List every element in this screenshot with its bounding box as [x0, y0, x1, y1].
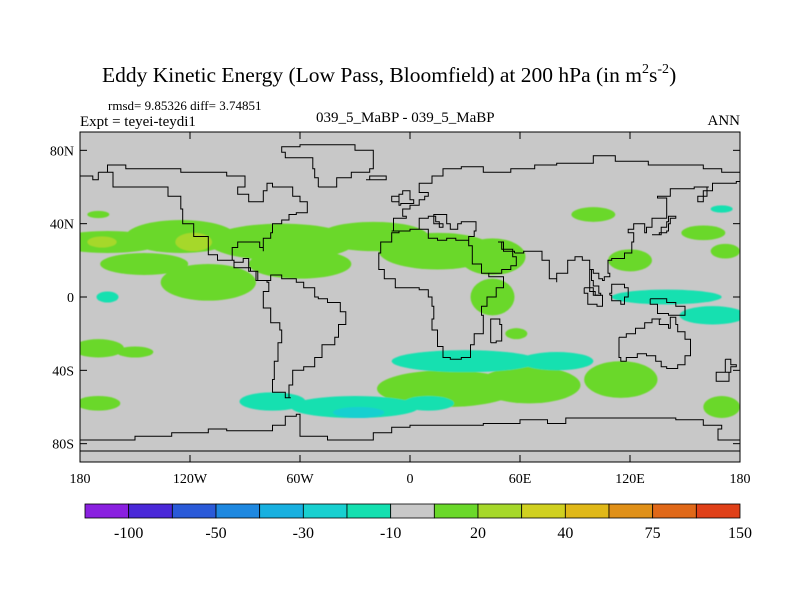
coastline-11 [366, 175, 387, 181]
coastline-18 [80, 413, 740, 441]
x-tick-label-0: 180 [70, 472, 91, 487]
coastline-7 [618, 316, 691, 369]
colorbar-box-2 [171, 503, 217, 519]
field-region-34 [333, 407, 385, 418]
y-tick-label-0: 80N [50, 144, 74, 159]
expt-text: Expt = teyei-teydi1 [80, 114, 196, 130]
field-region-5 [100, 253, 189, 275]
field-region-29 [520, 352, 594, 371]
coastline-5 [514, 176, 740, 283]
y-tick-label-4: 80S [52, 438, 74, 453]
coastline-2 [80, 172, 99, 181]
field-region-24 [87, 236, 117, 248]
coastline-12 [652, 215, 677, 236]
field-region-33 [710, 205, 733, 213]
coastline-13 [583, 287, 603, 307]
colorbar-box-7 [390, 503, 435, 519]
y-tick-label-3: 40S [52, 364, 74, 379]
colorbar-box-13 [652, 503, 697, 519]
season-text: ANN [708, 113, 741, 129]
colorbar-box-6 [346, 503, 392, 519]
field-region-31 [239, 392, 306, 411]
stats-text: rmsd= 9.85326 diff= 3.74851 [108, 98, 261, 113]
colorbar-box-10 [521, 503, 566, 519]
coastline-4 [488, 241, 517, 274]
colorbar-box-3 [215, 503, 261, 519]
coastline-8 [281, 144, 374, 188]
field-region-12 [608, 249, 652, 272]
colorbar-label-4: 20 [470, 525, 486, 542]
colorbar-label-2: -30 [293, 525, 314, 542]
map-plot-area [80, 132, 740, 462]
title-exp-s: -2 [657, 62, 669, 77]
x-tick-label-5: 120E [615, 472, 645, 487]
field-region-11 [710, 243, 740, 259]
field-region-4 [160, 264, 256, 301]
coastline-17 [715, 358, 737, 382]
colorbar-label-5: 40 [557, 525, 573, 542]
coastline-10 [391, 195, 400, 203]
colorbar-box-1 [128, 503, 173, 519]
field-region-14 [80, 339, 124, 358]
field-region-10 [681, 225, 726, 241]
colorbar-box-0 [84, 503, 130, 519]
y-tick-label-1: 40N [50, 218, 74, 233]
colorbar-label-7: 150 [728, 525, 752, 542]
colorbar-box-8 [433, 503, 479, 519]
field-region-8 [459, 238, 526, 275]
x-tick-label-3: 0 [407, 472, 414, 487]
field-region-20 [703, 396, 740, 418]
coastline-15 [649, 298, 686, 316]
colorbar-box-11 [564, 503, 610, 519]
field-region-22 [87, 210, 110, 219]
coastline-6 [589, 269, 602, 296]
title-exp-m: 2 [642, 62, 649, 77]
x-tick-label-4: 60E [509, 472, 532, 487]
field-region-13 [571, 207, 616, 222]
field-region-21 [505, 328, 528, 340]
coastline-14 [609, 283, 629, 305]
coastline-0 [98, 164, 347, 399]
case-text: 039_5_MaBP - 039_5_MaBP [316, 110, 495, 126]
colorbar: -100 -50 -30 -10 20 40 75 150 [84, 503, 752, 542]
field-region-26 [611, 289, 722, 305]
colorbar-box-9 [477, 503, 523, 519]
field-region-15 [116, 346, 154, 358]
coastline-3 [378, 214, 504, 360]
axis-ticks: 180 120W 60W 0 60E 120E 180 80N 40N 0 40S 80S [50, 132, 751, 487]
chart-title: Eddy Kinetic Energy (Low Pass, Bloomfiel… [102, 62, 676, 87]
y-tick-label-2: 0 [67, 291, 74, 306]
colorbar-box-12 [608, 503, 654, 519]
colorbar-label-0: -100 [114, 525, 143, 542]
title-close: ) [669, 63, 676, 87]
field-region-28 [391, 350, 539, 373]
title-base-s: s [649, 63, 657, 87]
x-tick-label-6: 180 [730, 472, 751, 487]
x-tick-label-2: 60W [286, 472, 314, 487]
field-regions [80, 205, 740, 418]
colorbar-label-3: -10 [380, 525, 401, 542]
colorbar-box-14 [695, 503, 741, 519]
colorbar-label-1: -50 [205, 525, 226, 542]
colorbar-label-6: 75 [645, 525, 661, 542]
colorbar-box-4 [259, 503, 304, 519]
field-region-3 [248, 249, 352, 279]
field-region-25 [96, 291, 119, 303]
x-tick-label-1: 120W [173, 472, 208, 487]
field-region-27 [679, 306, 740, 325]
field-region-23 [175, 232, 213, 252]
title-main: Eddy Kinetic Energy (Low Pass, Bloomfiel… [102, 63, 642, 87]
field-region-16 [80, 396, 121, 411]
field-region-19 [584, 361, 658, 398]
coastline-1 [391, 155, 740, 232]
field-region-18 [477, 366, 581, 404]
coastline-16 [490, 318, 503, 344]
field-region-32 [402, 396, 455, 411]
colorbar-box-5 [302, 503, 348, 519]
coastlines [80, 144, 740, 452]
field-region-30 [290, 396, 420, 418]
